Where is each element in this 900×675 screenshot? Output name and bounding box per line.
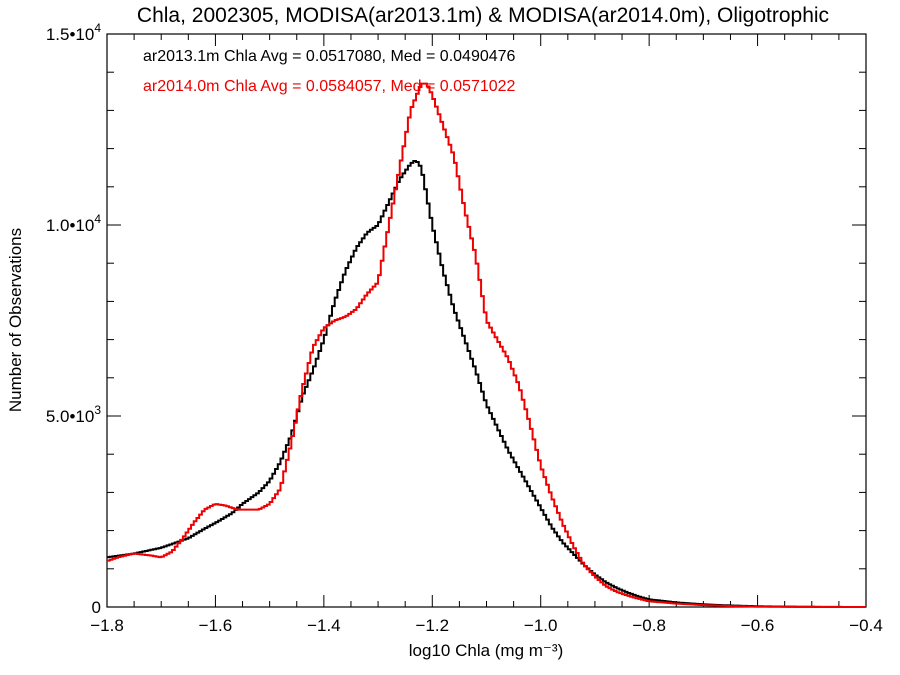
x-tick-label: −1.2 — [416, 616, 450, 635]
series-line-ar2014-0m — [107, 82, 866, 608]
y-tick-exponent: 4 — [94, 212, 101, 226]
chart-title: Chla, 2002305, MODISA(ar2013.1m) & MODIS… — [137, 4, 829, 27]
x-tick-label: −1.4 — [307, 616, 341, 635]
y-tick-label: 1.5•104 — [46, 21, 102, 44]
legend-entry-ar2013: ar2013.1m Chla Avg = 0.0517080, Med = 0.… — [143, 48, 516, 65]
y-tick-mantissa: 5.0•10 — [46, 407, 95, 426]
y-tick-mantissa: 1.0•10 — [46, 216, 95, 235]
y-tick-exponent: 4 — [94, 21, 101, 35]
y-tick-label: 5.0•103 — [46, 403, 102, 426]
x-tick-label: −1.6 — [199, 616, 233, 635]
y-tick-label: 0 — [92, 598, 101, 617]
series-line-ar2013-1m — [107, 160, 866, 608]
series-layer — [107, 82, 866, 608]
x-axis: −1.8 −1.6 −1.4 −1.2 −1.0 −0.8 −0.6 −0.4 — [90, 34, 883, 635]
legend-entry-ar2014: ar2014.0m Chla Avg = 0.0584057, Med = 0.… — [143, 78, 516, 95]
x-tick-label: −0.4 — [849, 616, 883, 635]
x-axis-label: log10 Chla (mg m⁻³) — [409, 641, 563, 660]
x-tick-label: −0.8 — [632, 616, 666, 635]
y-tick-mantissa: 1.5•10 — [46, 25, 95, 44]
y-axis-label: Number of Observations — [6, 228, 25, 412]
y-tick-mantissa: 0 — [92, 598, 101, 617]
y-tick-exponent: 3 — [94, 403, 101, 417]
x-tick-label: −1.0 — [524, 616, 558, 635]
x-tick-label: −0.6 — [741, 616, 775, 635]
y-tick-label: 1.0•104 — [46, 212, 102, 235]
x-tick-label: −1.8 — [90, 616, 124, 635]
